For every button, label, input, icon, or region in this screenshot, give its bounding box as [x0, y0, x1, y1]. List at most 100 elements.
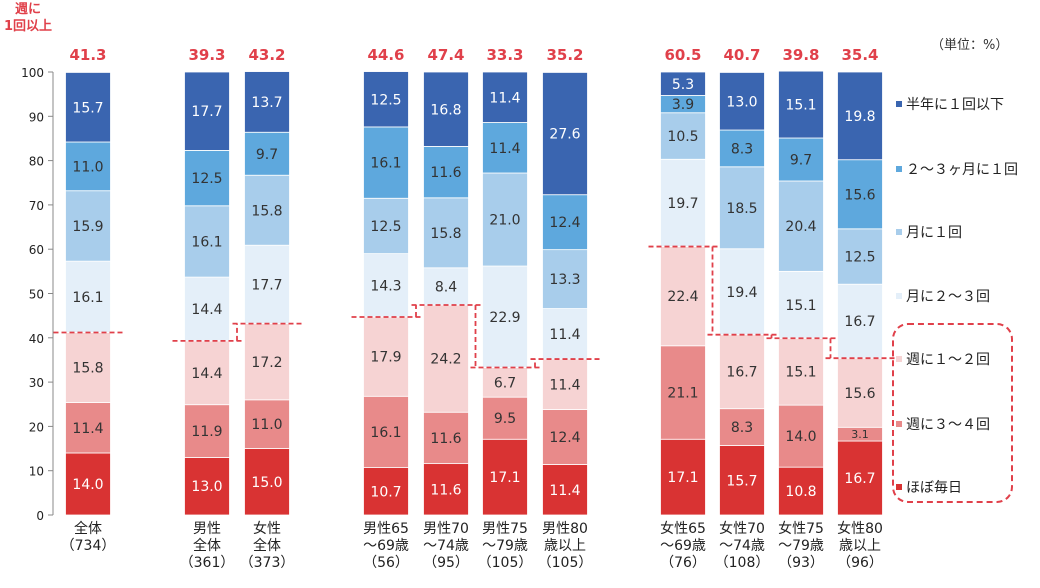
bar-value-label: 21.0 — [489, 213, 520, 229]
bar-value-label: 5.3 — [672, 77, 694, 93]
bar-value-label: 15.7 — [726, 473, 757, 489]
bar-value-label: 17.7 — [191, 104, 222, 120]
y-tick-label: 90 — [29, 110, 44, 124]
legend-item: 月に２～３回 — [896, 286, 990, 306]
bar-value-label: 9.5 — [494, 411, 516, 427]
bar-value-label: 8.3 — [731, 420, 753, 436]
bar-value-label: 14.0 — [785, 429, 816, 445]
bar-value-label: 3.9 — [672, 97, 694, 113]
bar-value-label: 11.4 — [72, 421, 103, 437]
bar-value-label: 15.1 — [785, 298, 816, 314]
bar-value-label: 13.7 — [251, 95, 282, 111]
bar-value-label: 15.6 — [844, 187, 875, 203]
bar-segment — [542, 409, 588, 465]
bar-value-label: 12.5 — [844, 250, 875, 266]
bar-segment — [65, 190, 111, 262]
bar-value-label: 9.7 — [256, 147, 278, 163]
bar-segment — [837, 440, 883, 516]
bar-segment — [65, 141, 111, 192]
weekly-header-label: 1回以上 — [4, 19, 52, 34]
bar-segment — [363, 467, 409, 516]
bar-segment — [660, 158, 706, 247]
bar-value-label: 27.6 — [549, 127, 580, 143]
bar-segment — [244, 448, 290, 516]
bar-segment — [542, 194, 588, 251]
y-tick-label: 20 — [29, 420, 44, 434]
legend-item: 月に１回 — [896, 222, 962, 242]
bar-segment — [184, 71, 230, 151]
bar-segment — [423, 463, 469, 516]
bar-value-label: 12.5 — [191, 171, 222, 187]
bar-value-label: 11.9 — [191, 424, 222, 440]
bar-value-label: 16.1 — [191, 234, 222, 250]
bar-value-label: 8.4 — [435, 279, 457, 295]
bar-value-label: 19.7 — [667, 196, 698, 212]
bar-segment — [719, 248, 765, 336]
category-label: 男性75 ～79歳 （105） — [477, 521, 533, 571]
weekly-total-label: 47.4 — [427, 46, 464, 64]
y-tick-label: 0 — [36, 509, 44, 523]
legend-swatch — [896, 166, 902, 172]
bar-segment — [184, 205, 230, 278]
bar-segment — [184, 150, 230, 207]
bar-segment — [363, 197, 409, 255]
bar-value-label: 14.3 — [370, 278, 401, 294]
bar-value-label: 11.4 — [549, 327, 580, 343]
category-label: 男性80 歳以上 （105） — [537, 521, 593, 571]
weekly-total-label: 40.7 — [723, 46, 760, 64]
category-label: 男性65 ～69歳 （56） — [363, 521, 409, 571]
bar-segment — [660, 438, 706, 516]
bar-segment — [423, 146, 469, 199]
bar-value-label: 15.6 — [844, 386, 875, 402]
bar-value-label: 3.1 — [851, 428, 869, 441]
bar-segment — [244, 174, 290, 246]
bar-value-label: 16.7 — [726, 365, 757, 381]
legend-label: 週に１～２回 — [906, 352, 990, 368]
legend-swatch — [896, 229, 902, 235]
y-tick-label: 10 — [29, 465, 44, 479]
bar-value-label: 16.7 — [844, 314, 875, 330]
bar-segment — [778, 466, 824, 516]
bar-value-label: 17.1 — [667, 470, 698, 486]
bar-segment — [837, 159, 883, 230]
bar-segment — [660, 71, 706, 96]
legend-label: 週に３～４回 — [906, 417, 990, 433]
bar-value-label: 12.4 — [549, 215, 580, 231]
bar-value-label: 6.7 — [494, 375, 516, 391]
bar-segment — [65, 72, 111, 143]
bar-value-label: 19.4 — [726, 285, 757, 301]
bar-value-label: 17.2 — [251, 355, 282, 371]
bar-value-label: 24.2 — [430, 352, 461, 368]
weekly-header-label: 週に — [15, 2, 41, 17]
legend-item: ２～３ヶ月に１回 — [896, 159, 1018, 179]
legend-swatch — [896, 484, 902, 490]
bar-value-label: 11.0 — [251, 417, 282, 433]
weekly-total-label: 44.6 — [367, 46, 404, 64]
y-tick-label: 70 — [29, 199, 44, 213]
category-label: 女性 全体 （373） — [239, 521, 295, 571]
y-tick-label: 40 — [29, 332, 44, 346]
bar-segment — [542, 72, 588, 196]
bar-value-label: 15.7 — [72, 100, 103, 116]
bar-segment — [719, 72, 765, 131]
bar-segment — [482, 122, 528, 174]
legend-swatch — [896, 421, 902, 427]
bar-value-label: 16.1 — [370, 156, 401, 172]
bar-value-label: 11.6 — [430, 165, 461, 181]
bar-segment — [542, 249, 588, 309]
bar-segment — [184, 340, 230, 406]
weekly-total-label: 41.3 — [69, 46, 106, 64]
bar-segment — [778, 70, 824, 139]
weekly-total-label: 60.5 — [664, 46, 701, 64]
bar-segment — [482, 396, 528, 440]
bar-segment — [244, 323, 290, 401]
bar-value-label: 16.1 — [370, 425, 401, 441]
bar-value-label: 15.8 — [72, 361, 103, 377]
bar-segment — [184, 404, 230, 458]
bar-segment — [423, 267, 469, 306]
bar-value-label: 10.8 — [785, 484, 816, 500]
bar-segment — [719, 129, 765, 168]
bar-segment — [423, 71, 469, 147]
bar-segment — [837, 283, 883, 359]
bar-value-label: 10.5 — [667, 129, 698, 145]
